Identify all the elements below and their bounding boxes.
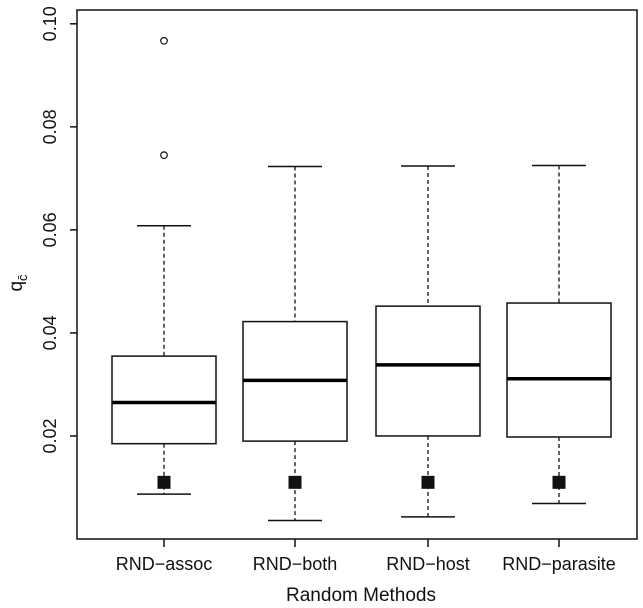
svg-text:qc̄: qc̄	[6, 274, 30, 292]
y-tick-label: 0.06	[40, 212, 60, 247]
box-series	[111, 36, 612, 522]
y-axis: 0.02 0.04 0.06 0.08 0.10	[40, 6, 77, 453]
box	[506, 302, 612, 438]
x-axis-title: Random Methods	[286, 585, 436, 606]
y-axis-title: qc̄	[6, 274, 30, 292]
x-tick-label: RND−parasite	[502, 554, 616, 574]
outlier-point	[160, 151, 168, 160]
x-tick-label: RND−host	[386, 554, 470, 574]
y-axis-title-subscript: c̄	[15, 274, 30, 281]
y-tick-label: 0.10	[40, 6, 60, 41]
box	[375, 305, 481, 437]
x-axis: RND−assoc RND−both RND−host RND−parasite	[116, 539, 616, 574]
x-tick-label: RND−assoc	[116, 554, 213, 574]
square-marker	[157, 475, 171, 489]
square-marker	[552, 475, 566, 489]
y-axis-title-main: q	[6, 281, 27, 292]
y-tick-label: 0.08	[40, 109, 60, 144]
outlier-point	[160, 36, 168, 45]
plot-frame	[76, 9, 638, 540]
box	[111, 355, 217, 445]
square-marker	[421, 475, 435, 489]
x-tick-label: RND−both	[253, 554, 338, 574]
square-marker	[288, 475, 302, 489]
y-tick-label: 0.04	[40, 315, 60, 350]
y-tick-label: 0.02	[40, 418, 60, 453]
